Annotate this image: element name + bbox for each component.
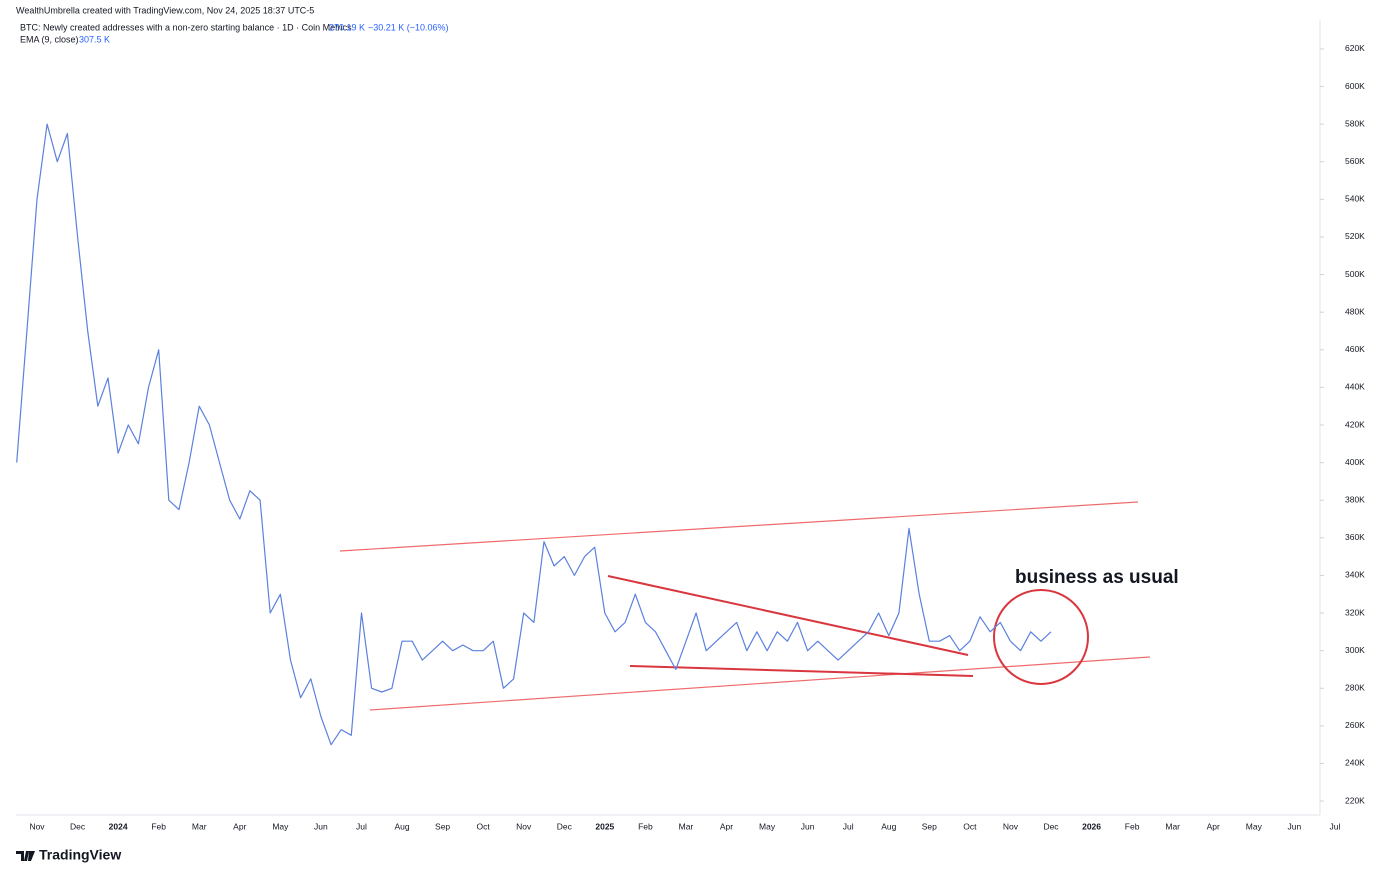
x-tick-label: Jul	[356, 821, 367, 831]
x-tick-label: Feb	[1125, 821, 1140, 831]
x-tick-label: Sep	[435, 821, 450, 831]
credit: WealthUmbrella created with TradingView.…	[16, 5, 314, 15]
trend-line	[339, 501, 1139, 552]
series-change: −30.21 K (−10.06%)	[368, 22, 449, 32]
indicator-name: EMA (9, close)	[20, 34, 79, 44]
x-tick-label: Feb	[151, 821, 166, 831]
x-tick-label: Apr	[720, 821, 733, 831]
x-tick-label: Dec	[70, 821, 86, 831]
x-tick-label: Sep	[922, 821, 937, 831]
x-tick-label: Mar	[1165, 821, 1180, 831]
x-tick-label: 2024	[109, 821, 128, 831]
y-tick-label: 420K	[1345, 419, 1365, 429]
y-tick-label: 620K	[1345, 43, 1365, 53]
annotation: business as usual	[1015, 567, 1179, 588]
x-tick-label: Oct	[963, 821, 977, 831]
series-title: BTC: Newly created addresses with a non-…	[20, 22, 352, 32]
y-tick-label: 580K	[1345, 118, 1365, 128]
x-tick-label: Jul	[1329, 821, 1340, 831]
y-tick-label: 220K	[1345, 795, 1365, 805]
y-tick-label: 600K	[1345, 81, 1365, 91]
x-tick-label: Apr	[233, 821, 246, 831]
y-tick-label: 320K	[1345, 607, 1365, 617]
y-tick-label: 560K	[1345, 156, 1365, 166]
x-tick-label: May	[1246, 821, 1263, 831]
x-tick-label: Jun	[801, 821, 815, 831]
y-tick-label: 540K	[1345, 194, 1365, 204]
x-tick-label: Apr	[1207, 821, 1220, 831]
x-tick-label: 2025	[595, 821, 614, 831]
x-tick-label: Dec	[557, 821, 573, 831]
y-tick-label: 520K	[1345, 231, 1365, 241]
y-tick-label: 300K	[1345, 645, 1365, 655]
trend-line	[629, 665, 974, 677]
x-tick-label: Aug	[881, 821, 896, 831]
y-tick-label: 400K	[1345, 457, 1365, 467]
y-tick-label: 480K	[1345, 306, 1365, 316]
y-tick-label: 340K	[1345, 570, 1365, 580]
highlight-circle	[993, 589, 1089, 685]
x-tick-label: Nov	[29, 821, 45, 831]
brand: TradingView	[39, 847, 121, 863]
y-tick-label: 500K	[1345, 269, 1365, 279]
y-tick-label: 460K	[1345, 344, 1365, 354]
x-tick-label: Jul	[843, 821, 854, 831]
logo-mark	[16, 851, 35, 861]
data-line	[16, 123, 1052, 746]
x-tick-label: Nov	[1003, 821, 1019, 831]
x-tick-label: Jun	[314, 821, 328, 831]
series-last-value: 270.19 K	[329, 22, 365, 32]
x-tick-label: Mar	[192, 821, 207, 831]
y-tick-label: 360K	[1345, 532, 1365, 542]
x-tick-label: Aug	[394, 821, 409, 831]
x-tick-label: May	[272, 821, 289, 831]
y-tick-label: 440K	[1345, 382, 1365, 392]
x-tick-label: Feb	[638, 821, 653, 831]
y-tick-label: 280K	[1345, 683, 1365, 693]
x-tick-label: Oct	[477, 821, 491, 831]
indicator-value: 307.5 K	[79, 34, 110, 44]
x-tick-label: Nov	[516, 821, 532, 831]
x-tick-label: May	[759, 821, 776, 831]
trend-line	[369, 656, 1151, 711]
y-tick-label: 380K	[1345, 494, 1365, 504]
x-tick-label: Jun	[1288, 821, 1302, 831]
y-tick-label: 240K	[1345, 758, 1365, 768]
x-tick-label: Mar	[679, 821, 694, 831]
x-tick-label: Dec	[1043, 821, 1059, 831]
trend-line	[607, 575, 969, 656]
x-tick-label: 2026	[1082, 821, 1101, 831]
logo: TradingView	[16, 847, 121, 863]
y-tick-label: 260K	[1345, 720, 1365, 730]
